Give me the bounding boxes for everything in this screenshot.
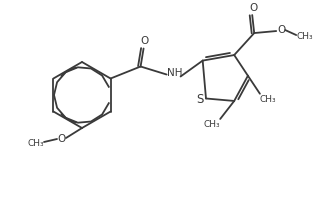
Text: O: O [57,134,65,144]
Text: CH₃: CH₃ [259,95,276,104]
Text: O: O [140,36,149,46]
Text: O: O [249,3,257,13]
Text: NH: NH [167,68,182,78]
Text: CH₃: CH₃ [28,138,44,148]
Text: CH₃: CH₃ [204,120,221,129]
Text: CH₃: CH₃ [297,32,313,41]
Text: S: S [196,93,204,106]
Text: O: O [277,25,285,35]
